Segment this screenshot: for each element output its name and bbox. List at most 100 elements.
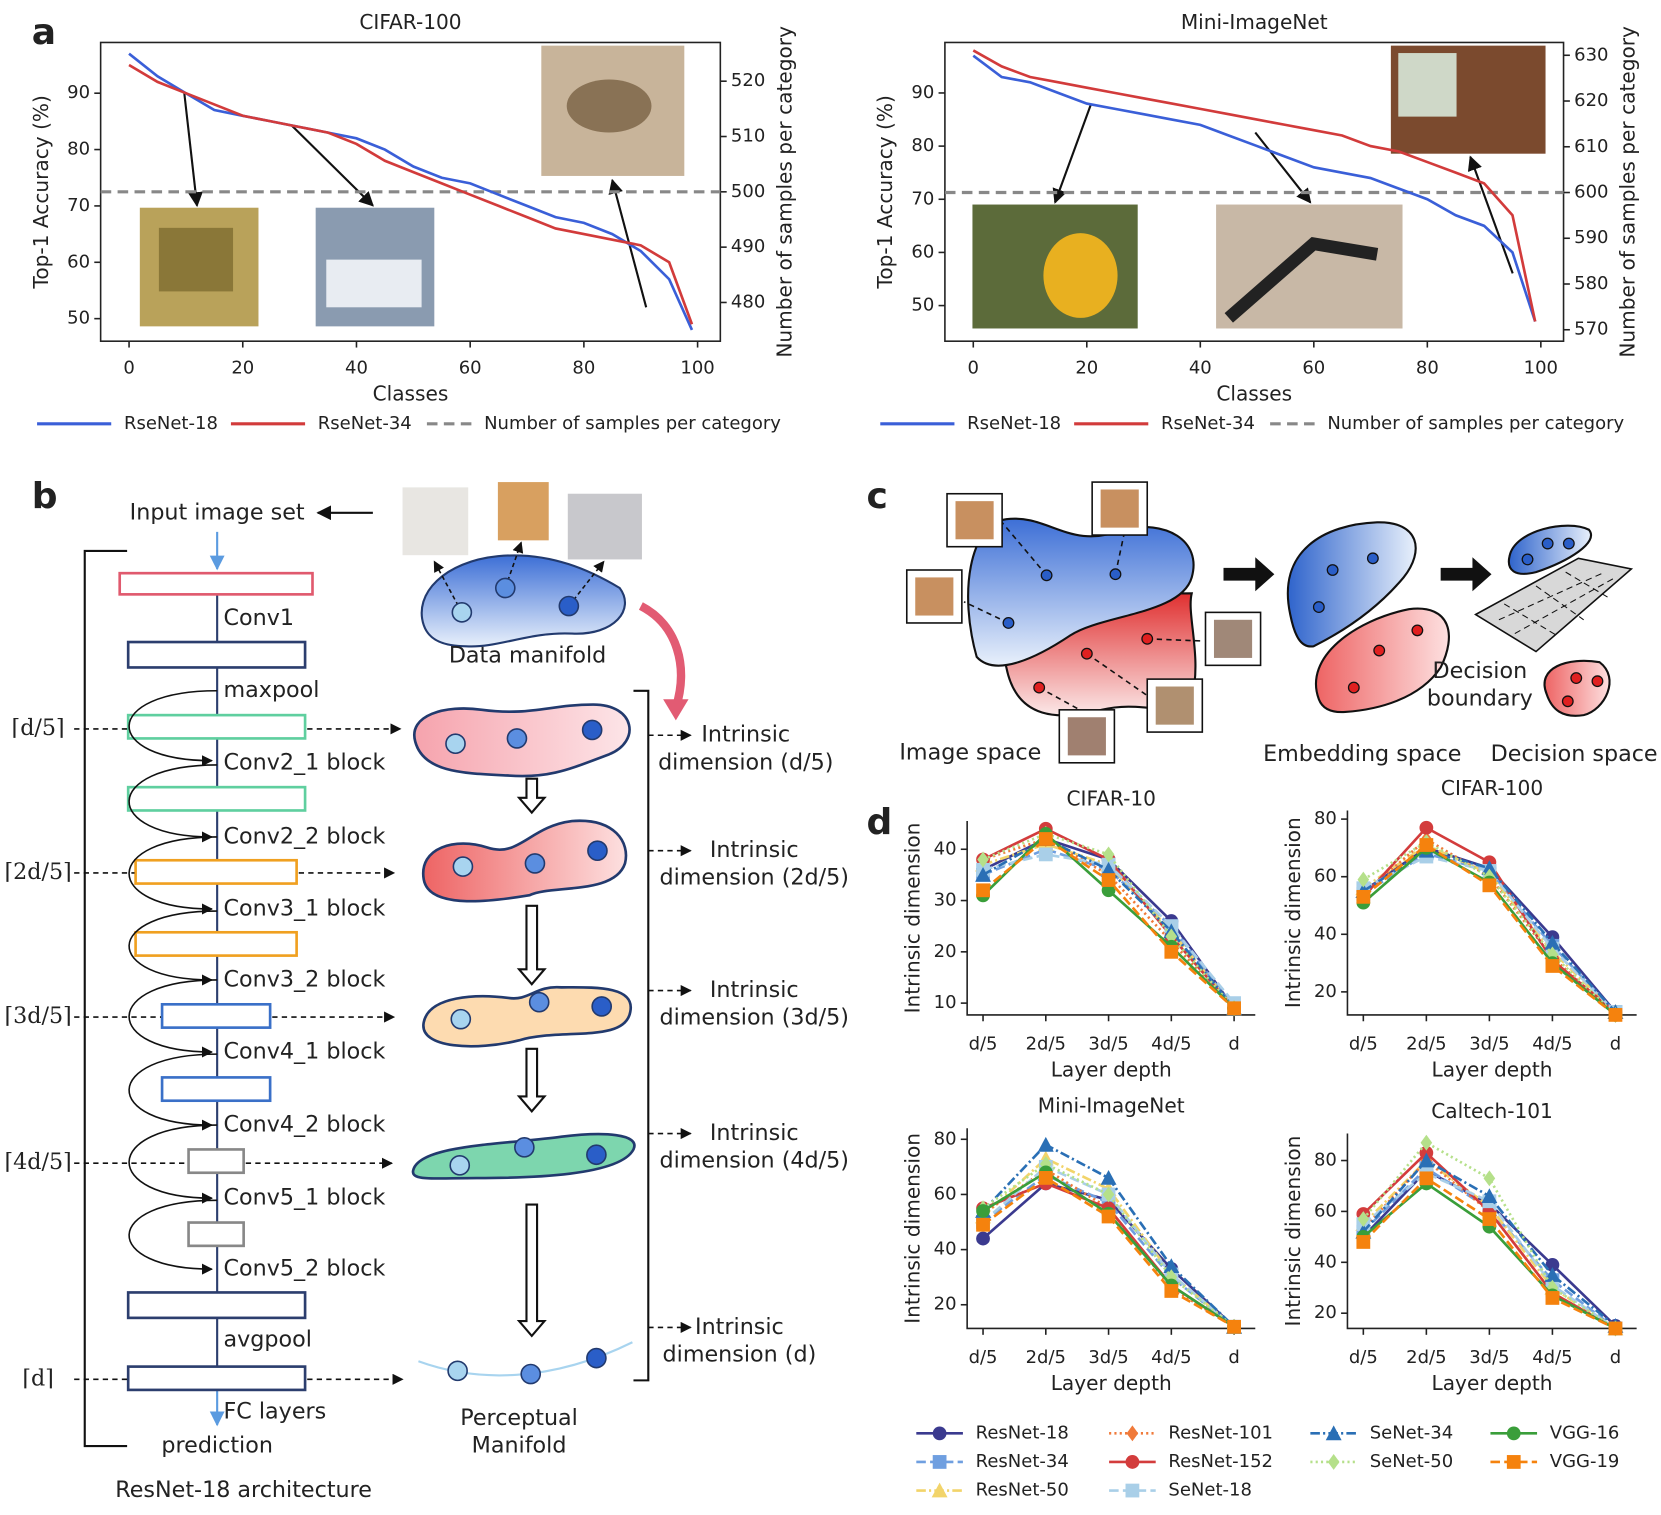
chart-title: CIFAR-100: [359, 10, 461, 34]
y-axis-label: Intrinsic dimension: [1281, 817, 1305, 1008]
legend-label: ResNet-101: [1168, 1422, 1273, 1443]
y-axis-label: Top-1 Accuracy (%): [873, 95, 897, 289]
y2-tick-label: 620: [1574, 90, 1608, 111]
x-tick-label: 3d/5: [1469, 1347, 1509, 1368]
series-line: [972, 54, 1537, 322]
axis-spines: [966, 1128, 1256, 1330]
x-axis-label: Layer depth: [1432, 1058, 1553, 1082]
legend-label: ResNet-34: [976, 1451, 1069, 1472]
depth-label: ⌈2d/5⌉: [4, 859, 71, 885]
y-tick-label: 20: [934, 941, 957, 962]
x-axis-label: Layer depth: [1432, 1371, 1553, 1395]
y2-tick-label: 490: [731, 236, 765, 257]
x-tick-label: d: [1228, 1347, 1239, 1368]
y-tick-label: 80: [1314, 1150, 1337, 1171]
series-line: [982, 1162, 1235, 1328]
y2-tick-label: 600: [1574, 182, 1608, 203]
y2-tick-label: 630: [1574, 44, 1608, 65]
x-tick-label: 2d/5: [1406, 1347, 1446, 1368]
legend-marker: [1126, 1425, 1139, 1442]
x-axis-label: Classes: [1216, 382, 1292, 406]
legend-label: RseNet-18: [967, 413, 1061, 434]
legend-label: SeNet-34: [1370, 1422, 1454, 1443]
legend-marker: [1506, 1426, 1521, 1441]
layer-label: Conv4_2 block: [224, 1112, 386, 1138]
intrinsic-label: Intrinsic: [701, 722, 790, 748]
x-tick-label: d: [1610, 1347, 1621, 1368]
chart-title: Mini-ImageNet: [1181, 10, 1328, 34]
y2-tick-label: 520: [731, 70, 765, 91]
legend-label: RseNet-18: [124, 413, 218, 434]
y-tick-label: 10: [934, 992, 957, 1013]
marker: [1038, 832, 1053, 846]
layer-label: FC layers: [224, 1399, 327, 1425]
marker: [1544, 1267, 1561, 1282]
marker: [1545, 1257, 1560, 1272]
x-tick-label: 4d/5: [1532, 1034, 1572, 1055]
layer-label: Conv3_2 block: [224, 966, 386, 992]
legend-label: SeNet-50: [1370, 1451, 1454, 1472]
manifold-label: Data manifold: [449, 642, 606, 668]
x-tick-label: 40: [345, 358, 368, 379]
legend-label: SeNet-18: [1168, 1480, 1252, 1501]
series-line: [1362, 840, 1617, 1016]
x-tick-label: 80: [1416, 358, 1439, 379]
space-label: Decision space: [1491, 741, 1658, 767]
intrinsic-label: dimension (d/5): [658, 749, 833, 775]
layer-label: Conv3_1 block: [224, 895, 386, 921]
marker: [1163, 1258, 1180, 1274]
series-line: [1362, 1171, 1617, 1330]
intrinsic-label: Intrinsic: [695, 1314, 784, 1340]
y-tick-label: 60: [1314, 1200, 1337, 1221]
marker: [1037, 1136, 1054, 1152]
marker: [1164, 1284, 1179, 1298]
legend-marker: [1506, 1455, 1521, 1469]
x-tick-label: 3d/5: [1088, 1347, 1128, 1368]
marker: [976, 1217, 990, 1232]
y-tick-label: 40: [1314, 923, 1337, 944]
layer-label: Conv2_2 block: [224, 823, 386, 849]
panel-label: c: [867, 476, 888, 517]
axis-spines: [1346, 1133, 1637, 1330]
y2-axis-label: Number of samples per category: [1616, 26, 1640, 358]
x-tick-label: 100: [680, 358, 714, 379]
y-tick-label: 90: [911, 82, 934, 103]
layer-label: Conv5_2 block: [224, 1256, 386, 1282]
legend-label: VGG-19: [1550, 1451, 1620, 1472]
x-tick-label: 20: [231, 358, 254, 379]
marker: [975, 866, 991, 882]
x-tick-label: d: [1228, 1034, 1239, 1055]
marker: [1165, 928, 1178, 945]
panel-label: a: [32, 12, 56, 53]
y-tick-label: 20: [1314, 1302, 1337, 1323]
legend-marker: [932, 1455, 947, 1469]
legend-label: RseNet-34: [1161, 413, 1255, 434]
y2-tick-label: 570: [1574, 319, 1608, 340]
marker: [976, 1231, 990, 1246]
x-tick-label: d: [1610, 1034, 1621, 1055]
legend-marker: [1325, 1425, 1342, 1441]
legend-marker: [931, 1482, 948, 1498]
marker: [1545, 1291, 1560, 1305]
x-tick-label: 2d/5: [1026, 1347, 1066, 1368]
marker: [1227, 1319, 1241, 1334]
x-tick-label: d/5: [1349, 1347, 1378, 1368]
x-tick-label: 2d/5: [1406, 1034, 1446, 1055]
x-axis-label: Layer depth: [1051, 1058, 1172, 1082]
y-tick-label: 60: [67, 251, 90, 272]
y-tick-label: 40: [934, 838, 957, 859]
y-tick-label: 30: [934, 890, 957, 911]
marker: [1482, 1212, 1497, 1226]
y-tick-label: 40: [934, 1239, 957, 1260]
x-tick-label: d/5: [969, 1034, 998, 1055]
y2-tick-label: 610: [1574, 136, 1608, 157]
marker: [1481, 1188, 1498, 1204]
panel-label: b: [32, 476, 58, 517]
depth-label: ⌈4d/5⌉: [4, 1149, 71, 1175]
x-tick-label: 0: [123, 358, 134, 379]
intrinsic-label: dimension (d): [663, 1341, 817, 1367]
series-line: [1362, 1176, 1617, 1330]
marker: [1356, 1235, 1371, 1249]
marker: [1101, 1209, 1116, 1224]
y-tick-label: 90: [67, 82, 90, 103]
